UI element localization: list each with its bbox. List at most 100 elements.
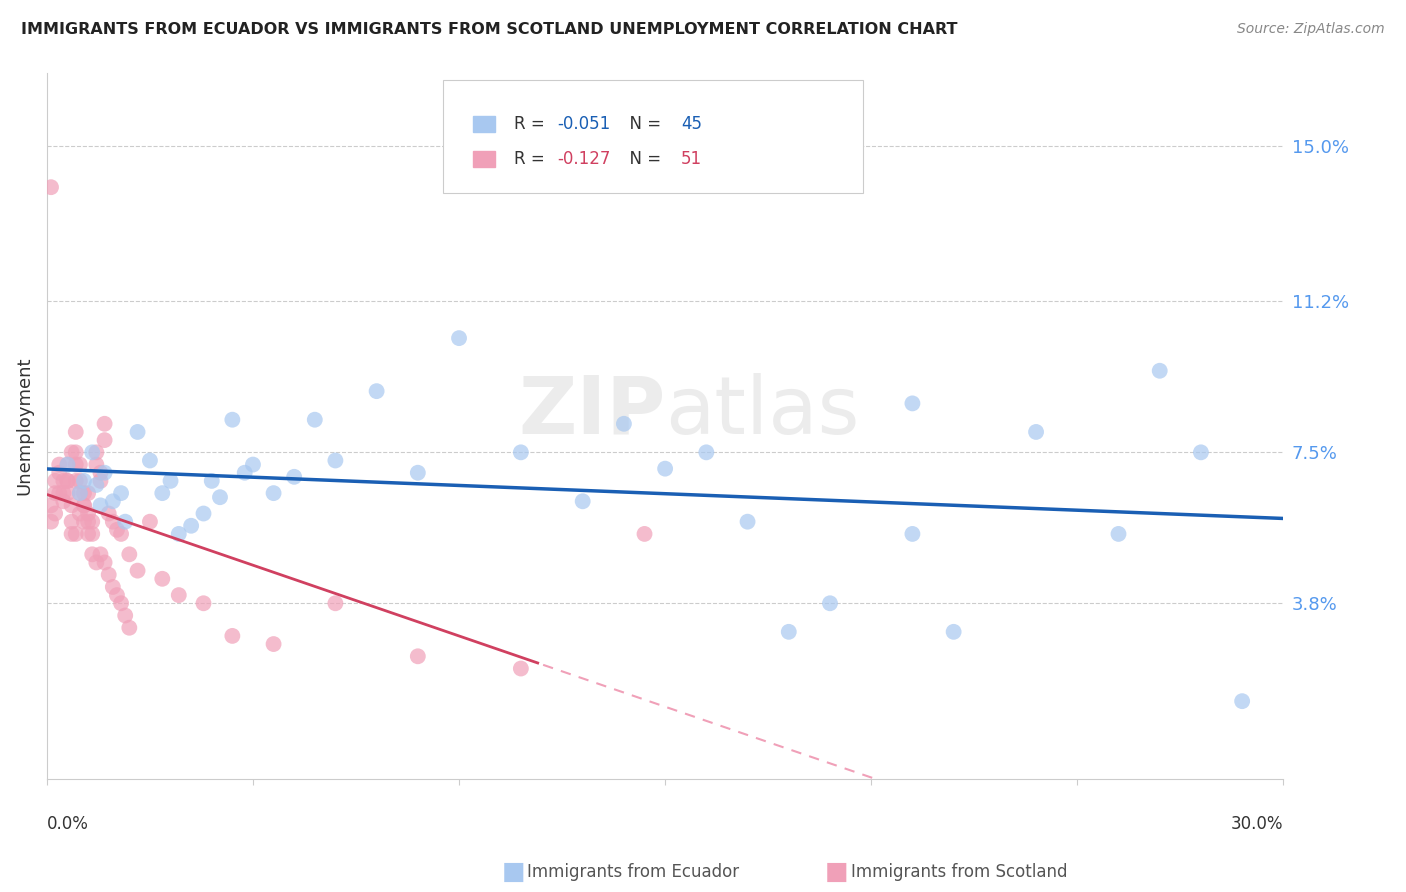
Text: ■: ■ (825, 861, 848, 884)
Point (366, 384, 388, 399)
Point (82, 527, 104, 541)
Point (150, 572, 173, 586)
Point (233, 466, 256, 480)
Point (69, 474, 91, 488)
Point (44, 474, 66, 488)
Point (52, 486, 75, 500)
Point (93, 466, 115, 480)
Text: 0.0%: 0.0% (46, 815, 89, 833)
Point (65, 474, 87, 488)
Point (89, 499, 111, 513)
Point (509, 445, 531, 459)
Text: 45: 45 (681, 115, 702, 133)
Point (118, 621, 141, 635)
Point (110, 596, 132, 610)
Point (97, 507, 120, 521)
Point (93, 433, 115, 447)
Point (193, 596, 215, 610)
Text: R =: R = (515, 150, 550, 168)
Point (114, 608, 136, 623)
Point (77, 515, 100, 529)
Point (44, 507, 66, 521)
Text: ZIP: ZIP (517, 373, 665, 450)
Point (105, 523, 128, 537)
Point (304, 413, 326, 427)
Point (65, 425, 87, 439)
Point (325, 453, 347, 467)
Point (1230, 694, 1253, 708)
Point (901, 527, 924, 541)
Point (52, 494, 75, 508)
Point (942, 624, 965, 639)
Point (101, 494, 124, 508)
Point (509, 661, 531, 675)
Point (193, 507, 215, 521)
Text: 51: 51 (681, 150, 703, 168)
Text: IMMIGRANTS FROM ECUADOR VS IMMIGRANTS FROM SCOTLAND UNEMPLOYMENT CORRELATION CHA: IMMIGRANTS FROM ECUADOR VS IMMIGRANTS FR… (21, 22, 957, 37)
Point (86, 478, 108, 492)
Text: atlas: atlas (665, 373, 859, 450)
Point (86, 458, 108, 472)
Point (82, 515, 104, 529)
Point (654, 461, 676, 475)
Point (263, 486, 285, 500)
Point (571, 494, 593, 508)
Point (105, 588, 128, 602)
Point (1149, 364, 1171, 378)
Point (201, 474, 224, 488)
Point (77, 527, 100, 541)
Text: N =: N = (620, 115, 666, 133)
Point (86, 445, 108, 459)
FancyBboxPatch shape (474, 152, 495, 167)
Point (406, 649, 429, 664)
FancyBboxPatch shape (443, 80, 863, 193)
Point (406, 466, 429, 480)
Point (73, 499, 96, 513)
Point (208, 490, 231, 504)
Point (73, 474, 96, 488)
Point (60, 515, 83, 529)
Point (447, 331, 470, 345)
Point (101, 515, 124, 529)
Point (221, 413, 243, 427)
Text: -0.127: -0.127 (558, 150, 612, 168)
Point (139, 515, 162, 529)
Point (114, 515, 136, 529)
Point (56, 474, 79, 488)
Point (167, 527, 190, 541)
Point (56, 486, 79, 500)
Point (101, 580, 124, 594)
Point (48, 466, 70, 480)
Point (48, 486, 70, 500)
Point (127, 425, 149, 439)
Point (901, 396, 924, 410)
Point (1108, 527, 1130, 541)
Point (613, 417, 636, 431)
Point (221, 629, 243, 643)
Point (89, 547, 111, 561)
Point (56, 458, 79, 472)
Point (1189, 445, 1212, 459)
Point (69, 486, 91, 500)
FancyBboxPatch shape (474, 116, 495, 131)
Point (86, 556, 108, 570)
Point (73, 515, 96, 529)
Point (127, 564, 149, 578)
Point (778, 624, 800, 639)
Point (56, 474, 79, 488)
Text: ■: ■ (502, 861, 524, 884)
Text: R =: R = (515, 115, 550, 133)
Point (167, 588, 190, 602)
Point (69, 458, 91, 472)
Point (89, 474, 111, 488)
Point (69, 507, 91, 521)
Point (77, 486, 100, 500)
Point (44, 486, 66, 500)
Point (82, 547, 104, 561)
Point (150, 486, 173, 500)
Point (39, 515, 62, 529)
Point (39, 180, 62, 194)
Point (52, 474, 75, 488)
Text: N =: N = (620, 150, 666, 168)
Text: Immigrants from Scotland: Immigrants from Scotland (851, 863, 1067, 881)
